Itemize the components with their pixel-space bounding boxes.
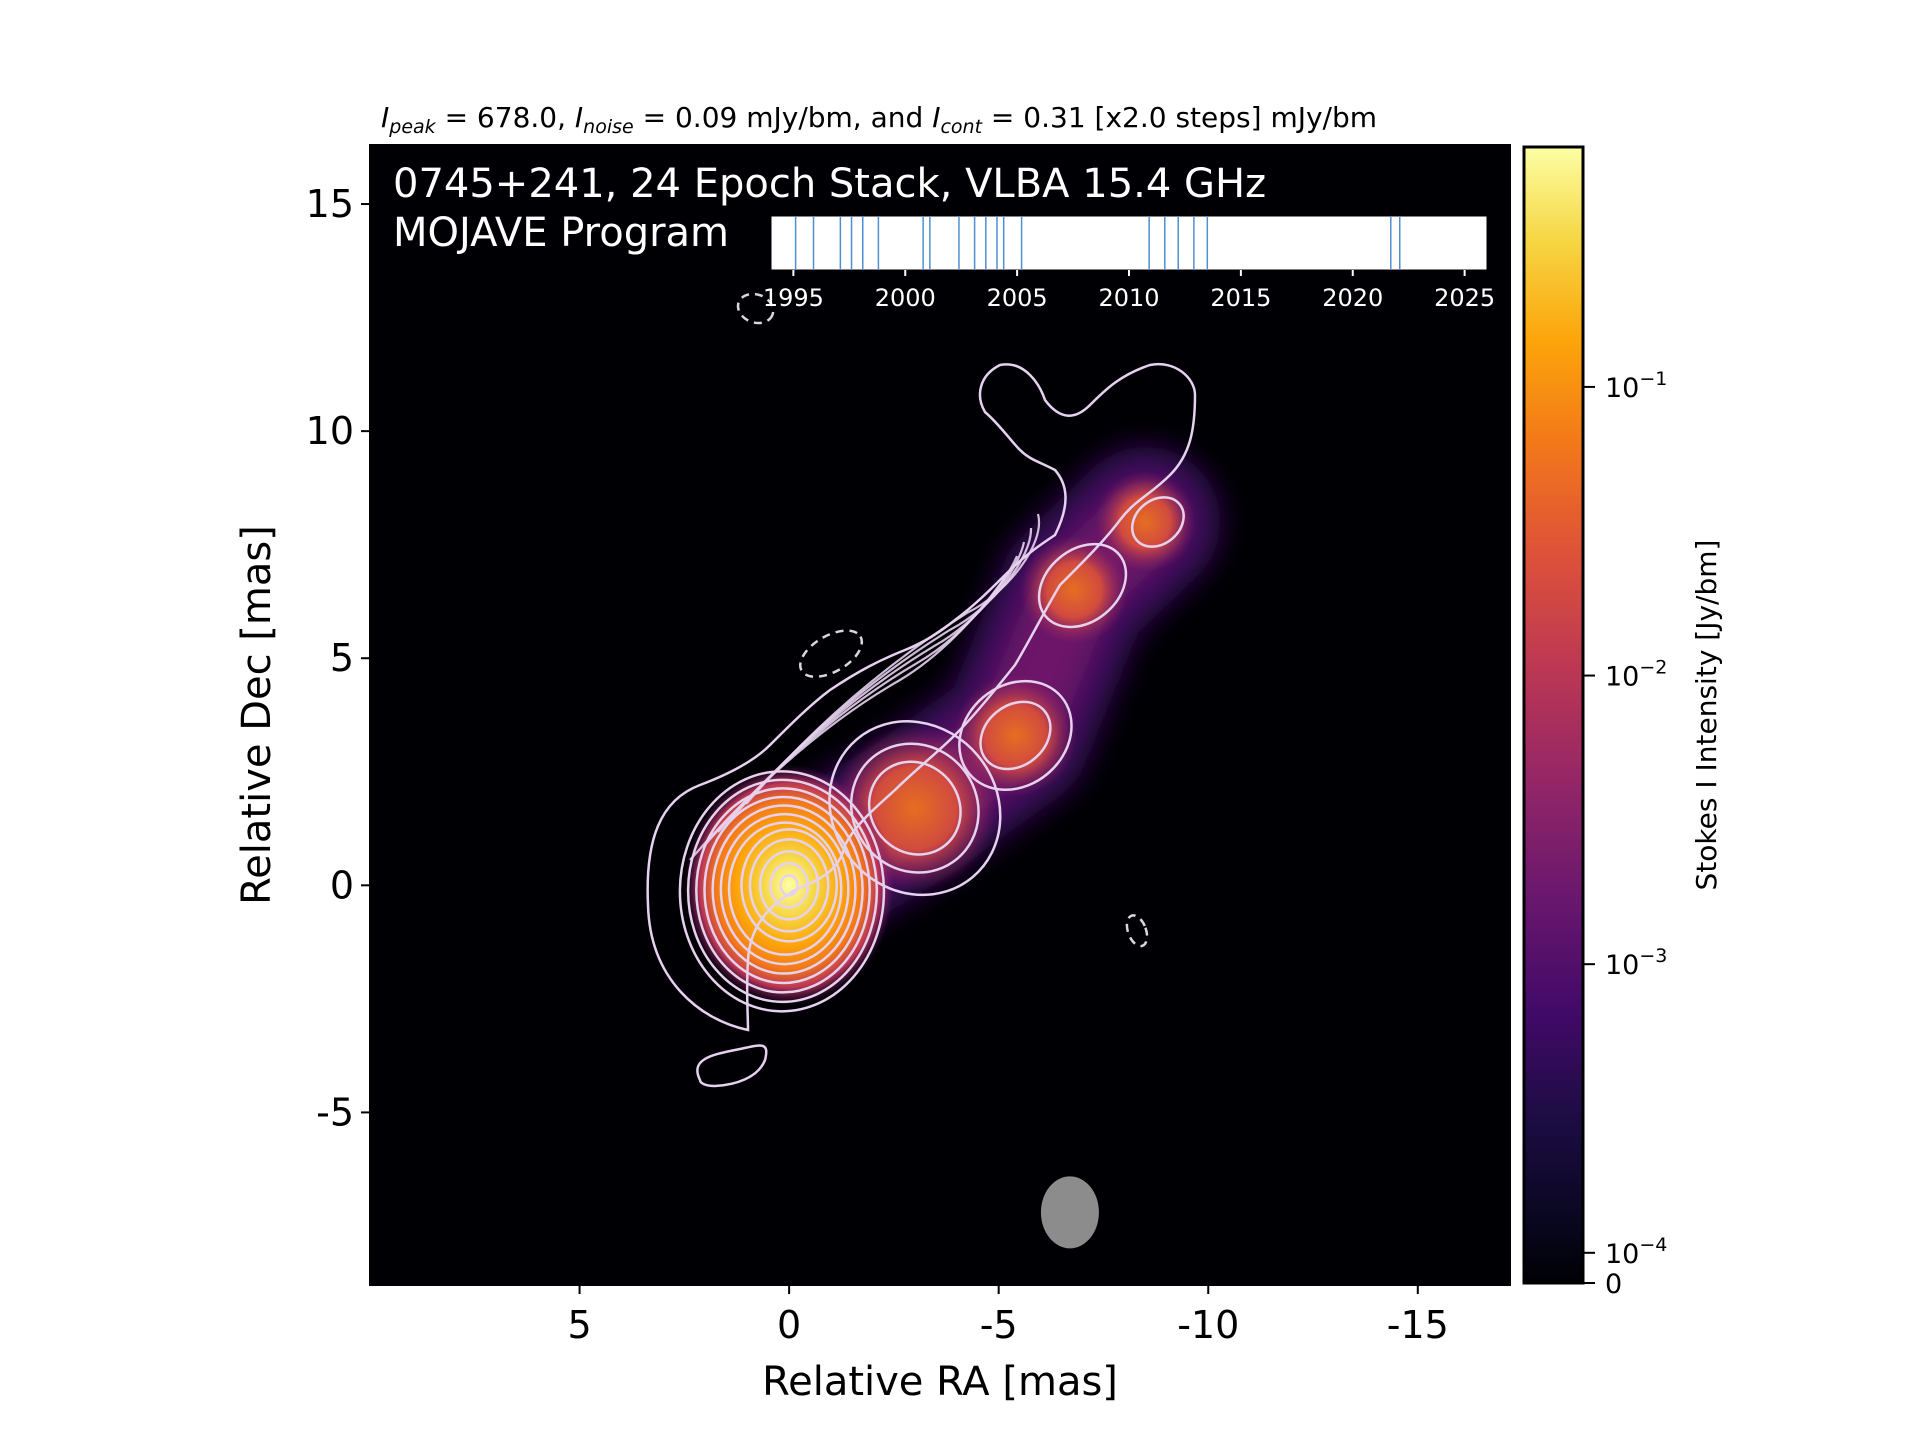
contour-level: [703, 795, 864, 985]
timeline-box: [770, 215, 1488, 271]
colorbar-tick-label: 10−3: [1605, 945, 1667, 981]
x-tick-label: -5: [980, 1303, 1018, 1347]
contour-level: [849, 742, 980, 874]
jet-knot-glow: [1095, 471, 1196, 573]
timeline-tick-label: 2000: [875, 284, 936, 312]
timeline-tick-label: 2015: [1210, 284, 1271, 312]
y-tick-label: 0: [330, 863, 354, 907]
contour-level: [740, 828, 838, 943]
plot-frame: [369, 144, 1511, 1286]
x-axis-label: Relative RA [mas]: [762, 1359, 1118, 1405]
timeline-tick-label: 2005: [987, 284, 1048, 312]
contour-level: [779, 874, 799, 897]
y-tick-label: 10: [306, 409, 354, 453]
contour-level: [711, 804, 857, 975]
beam-ellipse: [1040, 1176, 1099, 1249]
colorbar-ticks: 010−4 10−3 10−2 10−1: [1583, 368, 1667, 1300]
contour-level: [1130, 496, 1185, 548]
colorbar-tick-label: 10−1: [1605, 368, 1667, 404]
overlay-title-line1: 0745+241, 24 Epoch Stack, VLBA 15.4 GHz: [393, 161, 1266, 207]
timeline-tick-label: 1995: [763, 284, 824, 312]
y-tick-label: 5: [330, 636, 354, 680]
epoch-timeline: 1995 2000 2005 2010 2015 2020 2025: [763, 215, 1495, 312]
x-axis: 5 0 -5 -10 -15: [567, 1285, 1449, 1347]
negative-contour: [1125, 914, 1149, 948]
contour-level: [748, 838, 830, 933]
negative-contour: [798, 629, 864, 679]
colorbar-label: Stokes I Intensity [Jy/bm]: [1690, 540, 1723, 891]
x-tick-label: -10: [1177, 1303, 1239, 1347]
contour-level: [727, 821, 843, 956]
colorbar-tick-label: 0: [1605, 1269, 1622, 1300]
contour-level: [958, 679, 1073, 792]
y-tick-label: -5: [316, 1090, 354, 1134]
contour-level: [696, 1044, 768, 1088]
colorbar: 010−4 10−3 10−2 10−1: [1522, 145, 1667, 1300]
x-tick-label: -15: [1387, 1303, 1449, 1347]
intensity-map: [369, 144, 1511, 1286]
x-tick-label: 5: [567, 1303, 591, 1347]
intensity-summary: Ipeak = 678.0, Inoise = 0.09 mJy/bm, and…: [381, 101, 1377, 138]
timeline-tick-label: 2010: [1098, 284, 1159, 312]
x-tick-label: 0: [777, 1303, 801, 1347]
timeline-epochs: [794, 216, 1401, 270]
y-axis-label: Relative Dec [mas]: [234, 525, 280, 905]
contour-level: [979, 700, 1052, 771]
colorbar-tick-label: 10−4: [1605, 1234, 1667, 1270]
contour-level: [686, 778, 879, 1004]
contour-level: [695, 787, 871, 994]
contour-level: [1037, 542, 1128, 629]
contour-layer: [646, 292, 1197, 1088]
contour-level: [646, 362, 1197, 1032]
timeline-tick-label: 2025: [1434, 284, 1495, 312]
colorbar-gradient: [1522, 145, 1585, 1285]
timeline-ticks: 1995 2000 2005 2010 2015 2020 2025: [763, 270, 1495, 312]
contour-level: [769, 862, 810, 909]
y-tick-label: 15: [306, 182, 354, 226]
y-axis: -5 0 5 10 15: [306, 182, 370, 1134]
contour-level: [719, 812, 850, 966]
contour-level: [678, 770, 886, 1013]
contour-bridge: [745, 513, 1041, 805]
timeline-tick-label: 2020: [1322, 284, 1383, 312]
negative-contour: [736, 292, 775, 325]
contour-level: [867, 760, 962, 856]
contour-level: [758, 850, 820, 921]
overlay-title-line2: MOJAVE Program: [393, 210, 729, 256]
colorbar-tick-label: 10−2: [1605, 657, 1667, 693]
